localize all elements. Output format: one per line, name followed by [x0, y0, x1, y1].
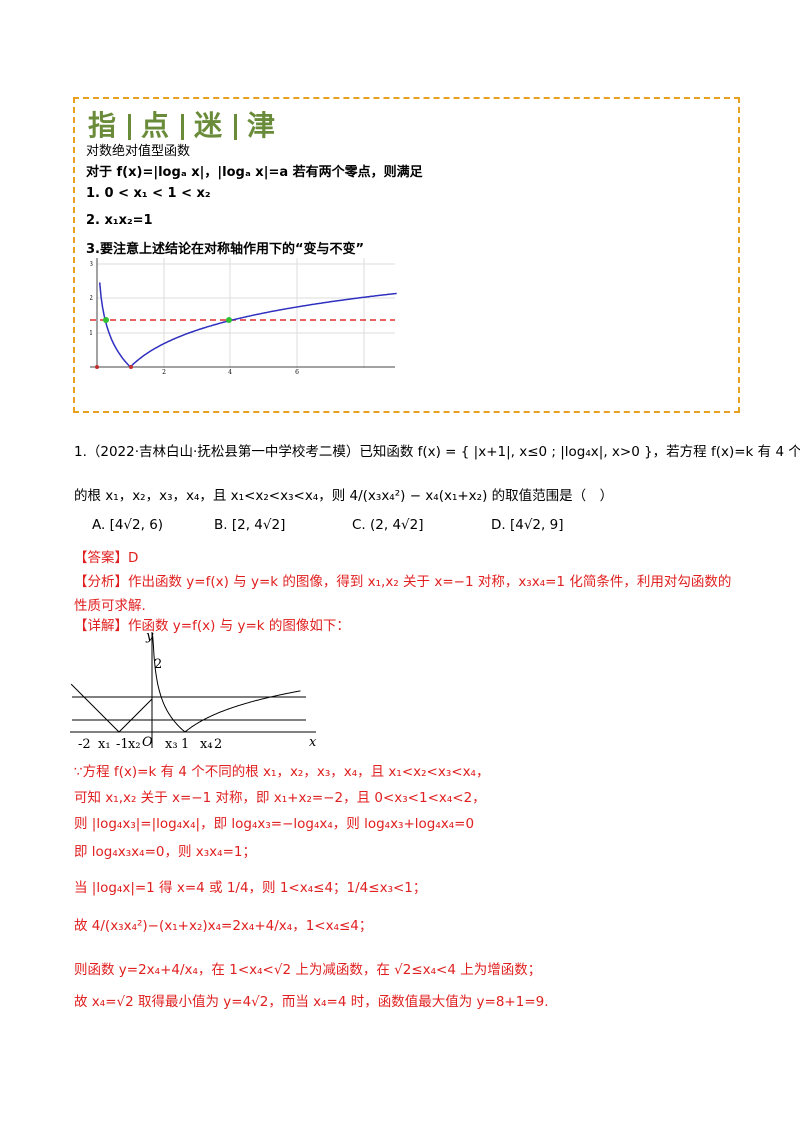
tip-graph: 2 4 6 1 2 3 — [90, 258, 397, 374]
tick-label: 1 — [181, 737, 189, 752]
tip-item: 1. 0 < x₁ < 1 < x₂ — [86, 186, 211, 201]
detail-label: 【详解】 — [74, 618, 128, 634]
tick-label: x₄ — [200, 737, 213, 752]
solution-line: ∵方程 f(x)=k 有 4 个不同的根 x₁，x₂，x₃，x₄，且 x₁<x₂… — [74, 764, 490, 780]
tick-label: 2 — [90, 295, 93, 302]
heading-char: 迷 — [194, 109, 225, 142]
tip-subtitle: 对数绝对值型函数 — [86, 144, 191, 159]
answer: 【答案】D — [74, 546, 138, 566]
tip-item: 2. x₁x₂=1 — [86, 213, 153, 228]
option: B. [2, 4√2] — [214, 517, 286, 533]
heading-char: 点 — [141, 109, 172, 142]
analysis: 【分析】作出函数 y=f(x) 与 y=k 的图像，得到 x₁,x₂ 关于 x=… — [74, 570, 731, 590]
solution-graph: 2 y x -2 x₁ -1 x₂ O x₃ 1 x₄ 2 — [70, 629, 317, 752]
answer-label: 【答案】 — [74, 550, 128, 566]
tick-label: 6 — [295, 369, 299, 374]
solution-line: 即 log₄x₃x₄=0，则 x₃x₄=1； — [74, 844, 256, 860]
tick-label: 2 — [214, 737, 222, 752]
question-stem: 1.（2022·吉林白山·抚松县第一中学校考二模）已知函数 f(x) = { |… — [74, 444, 800, 460]
option: C. (2, 4√2] — [352, 517, 424, 533]
solution-line: 可知 x₁,x₂ 关于 x=−1 对称，即 x₁+x₂=−2，且 0<x₃<1<… — [74, 790, 486, 806]
analysis-text: 性质可求解. — [74, 598, 146, 614]
tick-label: 4 — [228, 369, 232, 374]
solution-line: 则 |log₄x₃|=|log₄x₄|，即 log₄x₃=−log₄x₄，则 l… — [74, 816, 475, 832]
tip-item: 3.要注意上述结论在对称轴作用下的“变与不变” — [86, 242, 365, 257]
heading-char: 指 — [88, 109, 119, 142]
tick-label: 3 — [90, 261, 93, 268]
tick-label: x₁ — [98, 737, 111, 752]
axis-label: 2 — [154, 657, 162, 672]
solution-line: 当 |log₄x|=1 得 x=4 或 1/4，则 1<x₄≤4；1/4≤x₃<… — [74, 880, 427, 896]
tip-box — [73, 97, 740, 413]
tick-label: x₃ — [165, 737, 178, 752]
tick-label: O — [142, 735, 153, 750]
axis-label: y — [145, 629, 154, 644]
analysis-label: 【分析】 — [74, 574, 128, 590]
tick-label: -1 — [116, 737, 129, 752]
solution-line: 故 x₄=√2 取得最小值为 y=4√2，而当 x₄=4 时，函数值最大值为 y… — [74, 994, 549, 1010]
tick-label: x₂ — [128, 737, 141, 752]
detail-text: 作函数 y=f(x) 与 y=k 的图像如下： — [128, 618, 350, 634]
tick-label: 2 — [162, 369, 166, 374]
tick-label: -2 — [78, 737, 91, 752]
tip-heading: 指点迷津 — [88, 104, 277, 144]
solution-line: 故 4/(x₃x₄²)−(x₁+x₂)x₄=2x₄+4/x₄，1<x₄≤4； — [74, 918, 373, 934]
tick-label: 1 — [90, 330, 93, 337]
analysis-text: 作出函数 y=f(x) 与 y=k 的图像，得到 x₁,x₂ 关于 x=−1 对… — [128, 574, 732, 590]
option: A. [4√2, 6) — [92, 517, 164, 533]
detail: 【详解】作函数 y=f(x) 与 y=k 的图像如下： — [74, 614, 350, 634]
option: D. [4√2, 9] — [491, 517, 564, 533]
answer-value: D — [128, 550, 139, 566]
question-stem: 的根 x₁，x₂，x₃，x₄，且 x₁<x₂<x₃<x₄，则 4/(x₃x₄²)… — [74, 488, 614, 504]
tip-condition: 对于 f(x)=|logₐ x|，|logₐ x|=a 若有两个零点，则满足 — [86, 165, 423, 180]
axis-label: x — [309, 735, 317, 750]
solution-line: 则函数 y=2x₄+4/x₄，在 1<x₄<√2 上为减函数，在 √2≤x₄<4… — [74, 962, 542, 978]
heading-char: 津 — [247, 109, 278, 142]
